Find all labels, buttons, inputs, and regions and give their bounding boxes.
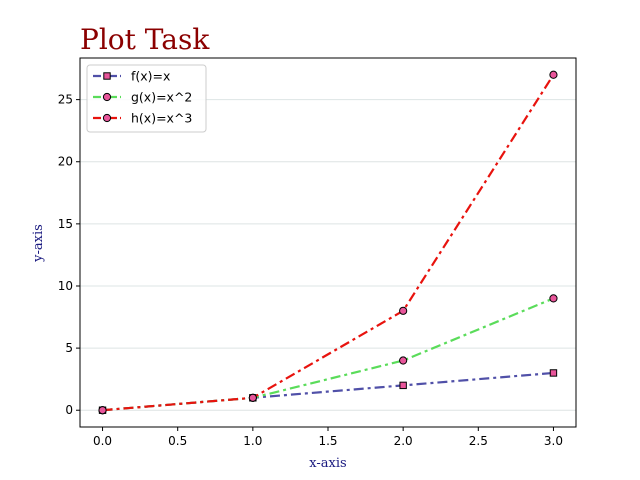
data-point: [549, 294, 558, 303]
y-tick-label: 10: [58, 279, 73, 293]
y-tick-label: 0: [65, 403, 73, 417]
series-3: [98, 70, 558, 415]
legend: f(x)=x g(x)=x^2 h(x)=x^3: [86, 64, 207, 133]
legend-marker: [102, 92, 112, 102]
x-tick-label: 0.5: [168, 434, 187, 448]
data-point: [399, 306, 408, 315]
series-line: [102, 371, 554, 412]
x-tick-label: 1.0: [243, 434, 262, 448]
series-layer: [98, 70, 558, 415]
x-tick-label: 3.0: [544, 434, 563, 448]
data-point: [549, 369, 558, 377]
y-tick-label: 25: [58, 93, 73, 107]
data-point: [399, 381, 407, 390]
legend-marker: [102, 113, 112, 123]
legend-marker: [103, 72, 111, 80]
x-tick-label: 0.0: [93, 434, 112, 448]
y-axis-label: y-axis: [31, 224, 46, 263]
chart-title: Plot Task: [80, 23, 210, 56]
y-axis-ticks: 0 5 10 15 20 25: [58, 93, 80, 417]
x-axis-label: x-axis: [309, 456, 346, 471]
legend-label: h(x)=x^3: [131, 111, 192, 126]
data-point: [549, 70, 558, 79]
y-tick-label: 20: [58, 155, 73, 169]
x-tick-label: 2.0: [394, 434, 413, 448]
series-line: [102, 74, 555, 412]
legend-item: f(x)=x: [93, 69, 170, 84]
data-point: [248, 393, 257, 402]
x-tick-label: 1.5: [318, 434, 337, 448]
legend-box: [86, 64, 207, 133]
legend-item: h(x)=x^3: [93, 111, 192, 126]
data-point: [399, 356, 408, 365]
x-axis-ticks: 0.0 0.5 1.0 1.5 2.0 2.5 3.0: [93, 427, 563, 448]
y-tick-label: 5: [65, 341, 73, 355]
x-tick-label: 2.5: [469, 434, 488, 448]
legend-label: f(x)=x: [131, 69, 170, 84]
legend-label: g(x)=x^2: [131, 90, 192, 105]
series-line: [102, 297, 554, 412]
grid-layer: [80, 99, 576, 411]
legend-item: g(x)=x^2: [93, 90, 192, 105]
y-tick-label: 15: [58, 217, 73, 231]
data-point: [98, 406, 107, 415]
